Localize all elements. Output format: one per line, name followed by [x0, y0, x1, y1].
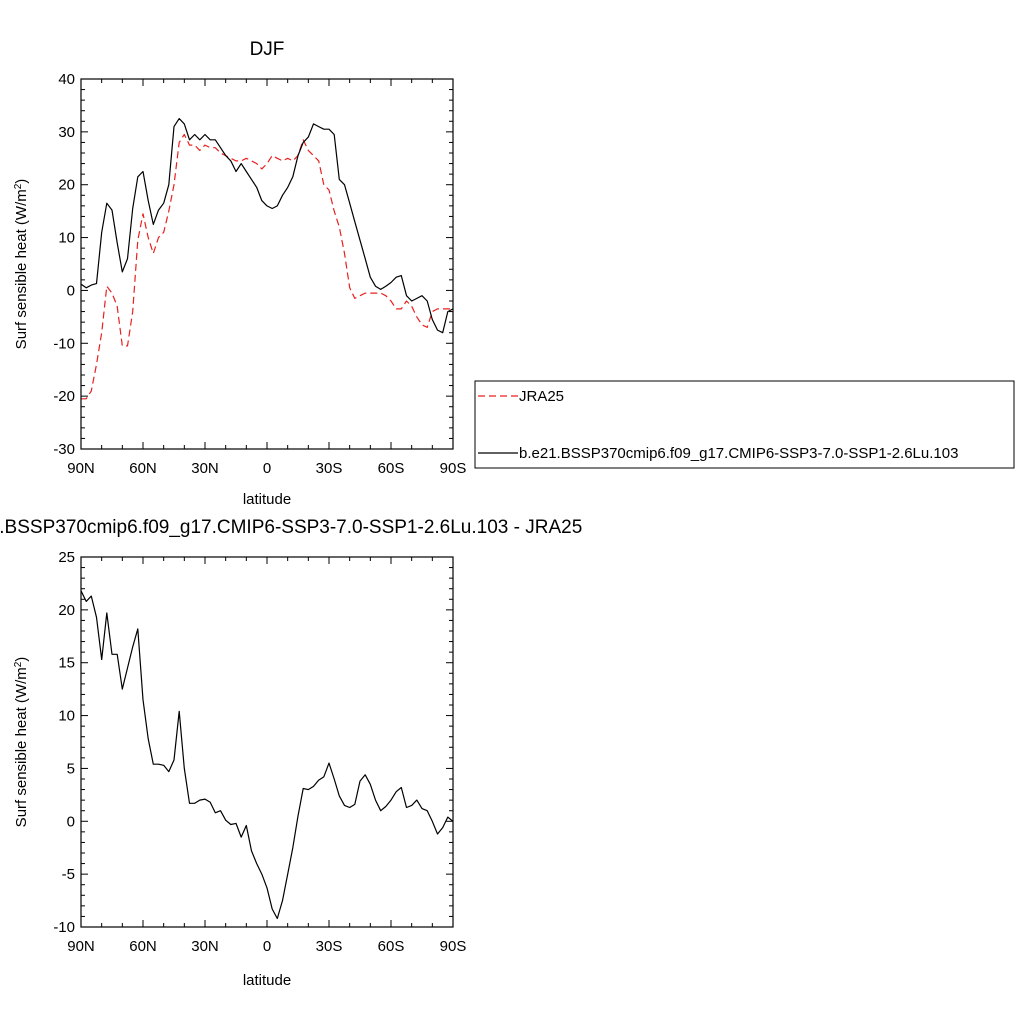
- x-tick-label: 30S: [316, 460, 343, 477]
- chart-title: DJF: [250, 39, 285, 60]
- x-tick-label: 60N: [129, 460, 157, 477]
- legend-box: [474, 380, 1015, 469]
- legend: JRA25 b.e21.BSSP370cmip6.f09_g17.CMIP6-S…: [474, 380, 1015, 469]
- plot-area: [80, 590, 454, 920]
- chart-title: b.e21.BSSP370cmip6.f09_g17.CMIP6-SSP3-7.…: [0, 517, 582, 538]
- chart-panel-difference: b.e21.BSSP370cmip6.f09_g17.CMIP6-SSP3-7.…: [0, 517, 582, 989]
- legend-label-jra25: JRA25: [519, 388, 564, 405]
- x-tick-label: 60S: [378, 460, 405, 477]
- x-tick-label: 60S: [378, 938, 405, 955]
- y-tick-label: 10: [58, 708, 75, 725]
- jra25-line: [81, 133, 453, 400]
- x-tick-label: 90N: [67, 460, 95, 477]
- y-tick-label: 0: [67, 813, 75, 830]
- y-tick-label: 10: [58, 230, 75, 247]
- y-tick-label: -30: [53, 441, 75, 458]
- y-tick-label: 40: [58, 71, 75, 88]
- legend-label-model: b.e21.BSSP370cmip6.f09_g17.CMIP6-SSP3-7.…: [519, 445, 958, 462]
- x-tick-label: 0: [263, 460, 271, 477]
- x-tick-label: 30S: [316, 938, 343, 955]
- plot-frame: [80, 78, 454, 450]
- x-tick-label: 30N: [191, 460, 219, 477]
- y-tick-label: 20: [58, 602, 75, 619]
- y-axis-label: Surf sensible heat (W/m2): [13, 179, 31, 350]
- y-tick-label: 0: [67, 282, 75, 299]
- x-tick-label: 30N: [191, 938, 219, 955]
- y-tick-label: 15: [58, 655, 75, 672]
- y-axis-label: Surf sensible heat (W/m2): [13, 657, 31, 828]
- series-0-line: [80, 590, 454, 920]
- y-tick-label: -5: [62, 866, 75, 883]
- x-tick-label: 90S: [440, 938, 467, 955]
- chart-panel-djf: DJF 90N 60N 30N 0 30S 60S 90S -30 -20 -10 0 10 20 30 4…: [13, 39, 1015, 508]
- y-tick-label: 20: [58, 177, 75, 194]
- x-tick-label: 60N: [129, 938, 157, 955]
- plot-frame: [80, 556, 454, 928]
- x-tick-label: 90N: [67, 938, 95, 955]
- x-tick-label: 90S: [440, 460, 467, 477]
- y-tick-label: -10: [53, 335, 75, 352]
- x-tick-label: 0: [263, 938, 271, 955]
- b-e21-bssp370cmip6-f09-g17-cmip6-ssp3-7-0-ssp1-2-6lu-103-line: [80, 117, 454, 334]
- y-tick-label: 5: [67, 760, 75, 777]
- y-tick-label: -10: [53, 919, 75, 936]
- axis-ticks: 90N 60N 30N 0 30S 60S 90S -30 -20 -10 0 10 20 30 40: [53, 71, 466, 477]
- y-tick-label: -20: [53, 388, 75, 405]
- plot-area: [80, 117, 454, 400]
- y-tick-label: 25: [58, 549, 75, 566]
- axis-ticks: 90N 60N 30N 0 30S 60S 90S -10 -5 0 5 10 15 20 25: [53, 549, 466, 955]
- x-axis-label: latitude: [243, 972, 291, 989]
- y-tick-label: 30: [58, 124, 75, 141]
- x-axis-label: latitude: [243, 491, 291, 508]
